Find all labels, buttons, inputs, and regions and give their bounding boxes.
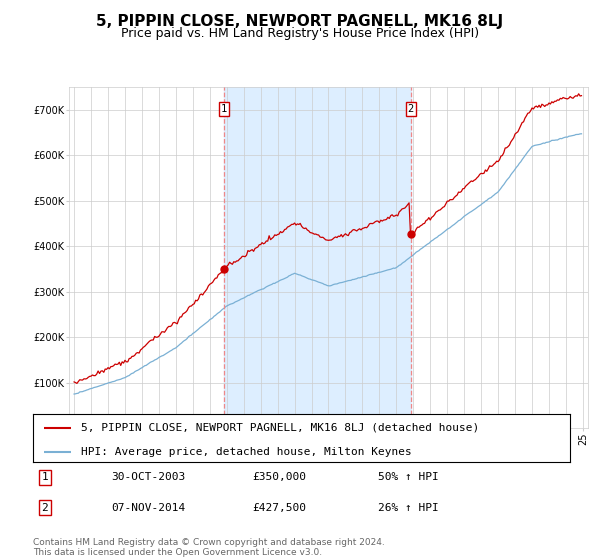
Text: £427,500: £427,500 bbox=[252, 503, 306, 513]
Text: 2: 2 bbox=[41, 503, 49, 513]
Text: 07-NOV-2014: 07-NOV-2014 bbox=[111, 503, 185, 513]
Text: HPI: Average price, detached house, Milton Keynes: HPI: Average price, detached house, Milt… bbox=[82, 446, 412, 456]
Bar bbox=[224, 87, 411, 428]
Text: 5, PIPPIN CLOSE, NEWPORT PAGNELL, MK16 8LJ: 5, PIPPIN CLOSE, NEWPORT PAGNELL, MK16 8… bbox=[97, 14, 503, 29]
Text: 1: 1 bbox=[221, 104, 227, 114]
Text: 30-OCT-2003: 30-OCT-2003 bbox=[111, 472, 185, 482]
Text: 26% ↑ HPI: 26% ↑ HPI bbox=[378, 503, 439, 513]
Text: 5, PIPPIN CLOSE, NEWPORT PAGNELL, MK16 8LJ (detached house): 5, PIPPIN CLOSE, NEWPORT PAGNELL, MK16 8… bbox=[82, 423, 479, 433]
Text: Contains HM Land Registry data © Crown copyright and database right 2024.
This d: Contains HM Land Registry data © Crown c… bbox=[33, 538, 385, 557]
Text: 2: 2 bbox=[407, 104, 414, 114]
Text: 1: 1 bbox=[41, 472, 49, 482]
Text: Price paid vs. HM Land Registry's House Price Index (HPI): Price paid vs. HM Land Registry's House … bbox=[121, 27, 479, 40]
Text: 50% ↑ HPI: 50% ↑ HPI bbox=[378, 472, 439, 482]
Text: £350,000: £350,000 bbox=[252, 472, 306, 482]
